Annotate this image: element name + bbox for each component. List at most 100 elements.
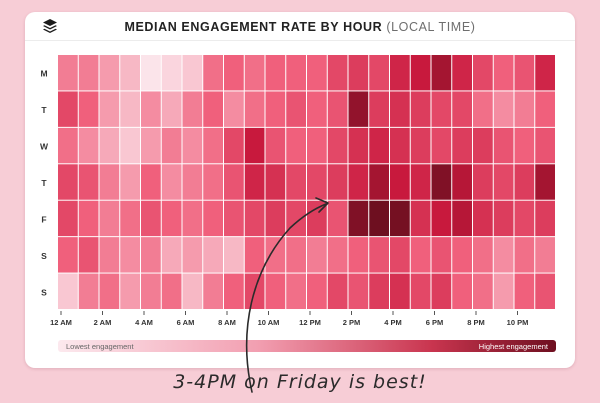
heatmap-cell [327, 164, 348, 200]
day-label: T [41, 178, 47, 188]
heatmap-cell [265, 91, 286, 127]
heatmap-cell [307, 55, 327, 91]
x-tick-label: 4 AM [135, 318, 153, 327]
heatmap-cell [203, 200, 223, 237]
heatmap-cell [390, 200, 410, 237]
heatmap-cell [141, 200, 161, 237]
heatmap-cell [431, 91, 452, 127]
heatmap-cell [327, 127, 348, 164]
heatmap-cell [535, 127, 555, 164]
heatmap-cell [493, 91, 514, 127]
heatmap-cell [307, 237, 327, 273]
heatmap-cell [161, 55, 182, 91]
heatmap-cell [182, 200, 203, 237]
heatmap-cell [431, 273, 452, 309]
heatmap-cell [224, 164, 244, 200]
heatmap-cell [99, 164, 120, 200]
heatmap-cell [535, 91, 555, 127]
heatmap-cell [514, 273, 535, 309]
heatmap-cell [348, 200, 369, 237]
heatmap-cell [410, 164, 431, 200]
heatmap-cell [348, 237, 369, 273]
heatmap-cell [473, 91, 493, 127]
chart-header: MEDIAN ENGAGEMENT RATE BY HOUR (LOCAL TI… [25, 12, 575, 41]
heatmap-cell [161, 237, 182, 273]
heatmap-cell [99, 237, 120, 273]
heatmap-cell [161, 91, 182, 127]
heatmap-cell [369, 200, 389, 237]
heatmap-cell [390, 164, 410, 200]
heatmap-cell [369, 127, 389, 164]
heatmap-cell [348, 273, 369, 309]
heatmap-cell [493, 164, 514, 200]
heatmap-cell [58, 55, 78, 91]
heatmap-cell [514, 127, 535, 164]
heatmap-cell [307, 91, 327, 127]
heatmap-cell [369, 91, 389, 127]
day-label: S [41, 251, 47, 261]
heatmap-cell [286, 200, 306, 237]
heatmap-cell [224, 127, 244, 164]
heatmap-cell [224, 200, 244, 237]
heatmap-cell [161, 273, 182, 309]
heatmap-cell [78, 55, 99, 91]
heatmap-cell [182, 55, 203, 91]
heatmap-cell [348, 127, 369, 164]
heatmap-cell [120, 273, 140, 309]
heatmap-cell [493, 200, 514, 237]
heatmap-cell [431, 127, 452, 164]
heatmap-cell [244, 55, 265, 91]
heatmap-cell [369, 55, 389, 91]
heatmap-cell [493, 237, 514, 273]
chart-title-main: MEDIAN ENGAGEMENT RATE BY HOUR [124, 20, 383, 34]
heatmap-cell [244, 127, 265, 164]
heatmap-cell [265, 127, 286, 164]
legend-gradient-bar [58, 340, 556, 352]
heatmap-cell [514, 200, 535, 237]
heatmap-cell [514, 237, 535, 273]
heatmap-cell [58, 273, 78, 309]
heatmap-cell [390, 237, 410, 273]
heatmap-cell [244, 237, 265, 273]
heatmap-cell [58, 237, 78, 273]
heatmap-cell [120, 127, 140, 164]
x-tick-label: 8 PM [467, 318, 485, 327]
heatmap-cell [431, 164, 452, 200]
heatmap-cell [203, 127, 223, 164]
heatmap-cell [514, 91, 535, 127]
day-label: W [40, 142, 49, 152]
heatmap-cell [390, 91, 410, 127]
heatmap-cell [410, 200, 431, 237]
heatmap-cell [224, 91, 244, 127]
heatmap-cell [535, 55, 555, 91]
heatmap-cell [410, 55, 431, 91]
heatmap-cell [493, 127, 514, 164]
heatmap-cell [141, 127, 161, 164]
x-tick-label: 6 AM [177, 318, 195, 327]
heatmap-cell [141, 91, 161, 127]
heatmap-cell [161, 164, 182, 200]
heatmap-cell [141, 237, 161, 273]
heatmap-cell [473, 237, 493, 273]
heatmap-cell [161, 200, 182, 237]
stacked-layers-icon [43, 19, 57, 33]
heatmap-cell [410, 273, 431, 309]
heatmap-cell [120, 164, 140, 200]
heatmap-cell [514, 164, 535, 200]
heatmap-cell [286, 237, 306, 273]
heatmap-cell [473, 127, 493, 164]
heatmap-cell [203, 273, 223, 309]
heatmap-cell [514, 55, 535, 91]
heatmap-cell [390, 127, 410, 164]
chart-title: MEDIAN ENGAGEMENT RATE BY HOUR (LOCAL TI… [25, 20, 575, 34]
heatmap-cell [58, 164, 78, 200]
heatmap-cell [348, 91, 369, 127]
heatmap-cell [327, 237, 348, 273]
heatmap-cell [390, 273, 410, 309]
heatmap-cell [141, 273, 161, 309]
heatmap-cell [265, 273, 286, 309]
heatmap-cell [473, 200, 493, 237]
heatmap-cell [161, 127, 182, 164]
heatmap-cell [452, 164, 472, 200]
